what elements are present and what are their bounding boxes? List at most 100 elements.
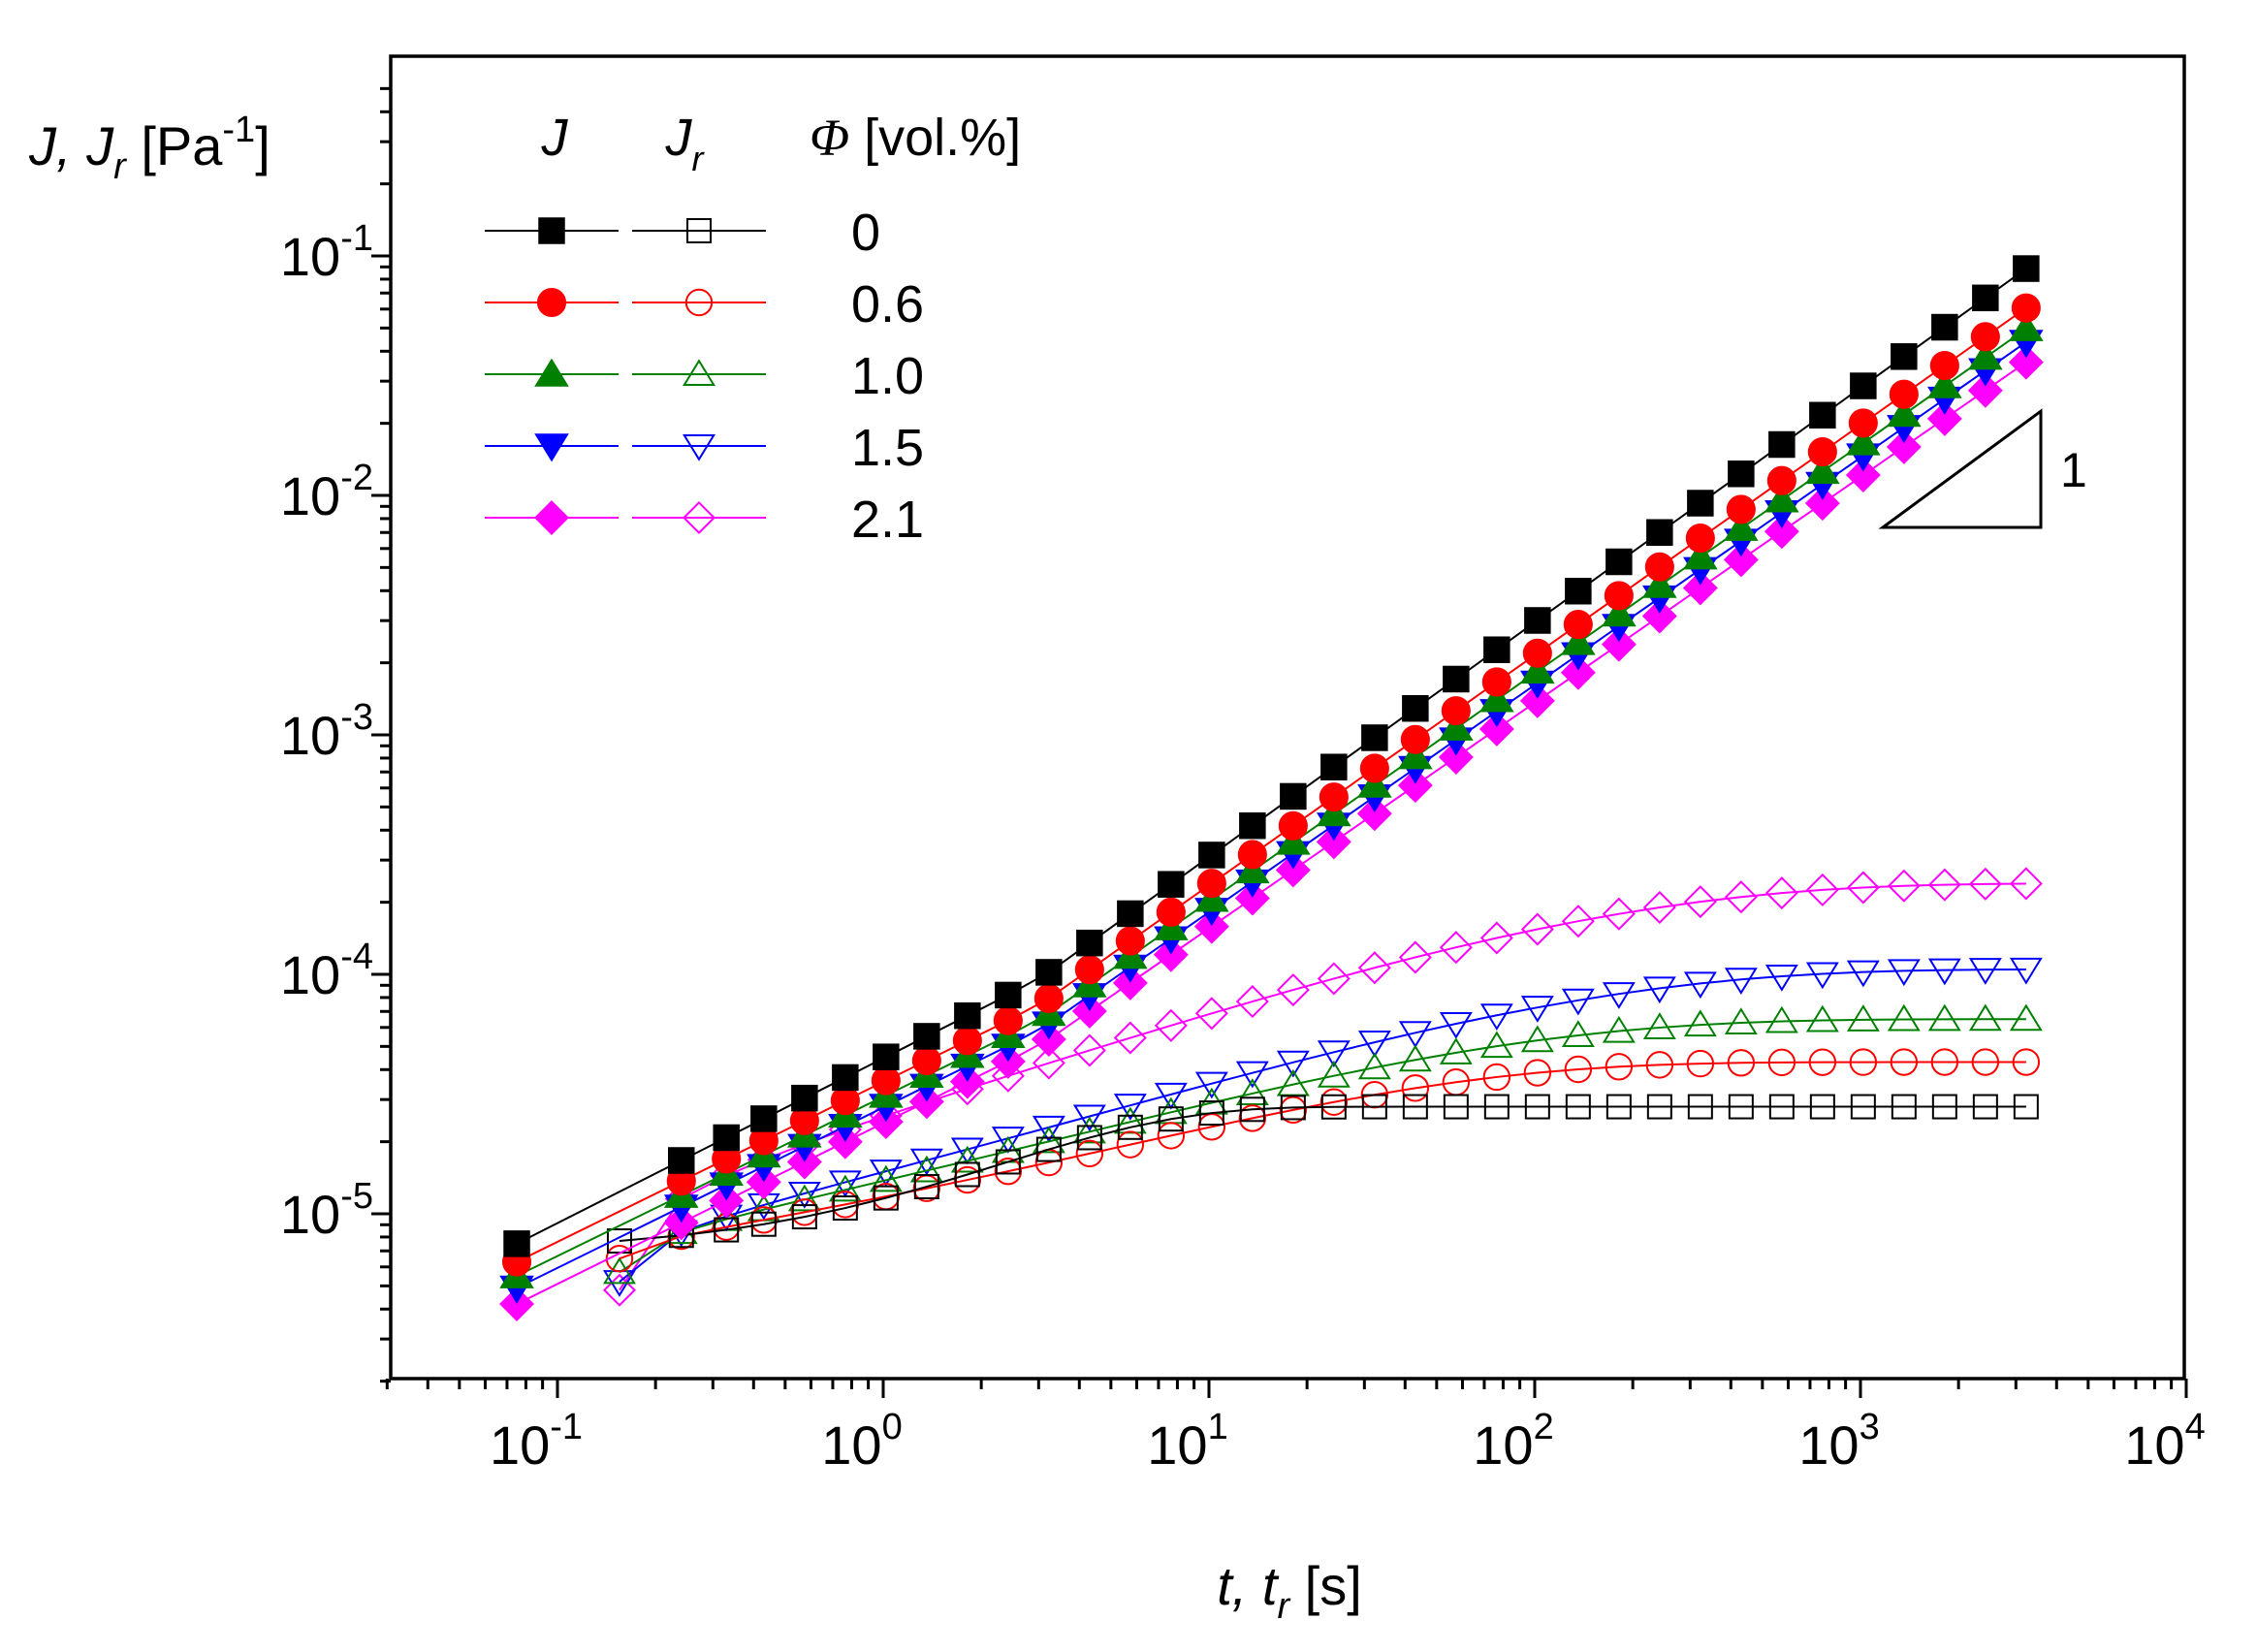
jr-data-point [1113, 1094, 1147, 1121]
jr-data-point [1887, 959, 1921, 987]
j-data-point [1320, 753, 1348, 780]
j-data-point [1198, 842, 1225, 869]
y-axis-label-unit: [Pa [126, 115, 223, 176]
jr-data-point [1402, 1094, 1428, 1120]
j-data-point [1804, 486, 1840, 522]
jr-data-point [1931, 1094, 1957, 1120]
jr-data-point [1767, 1048, 1796, 1077]
jr-data-point [1805, 1004, 1839, 1032]
x-tick-label-exp: 2 [1534, 1407, 1554, 1447]
series-jr-line [619, 968, 2026, 1283]
jr-data-point [1846, 960, 1880, 988]
j-data-point [1193, 908, 1229, 944]
jr-data-point [1764, 1005, 1798, 1033]
legend-row: 0.6 [485, 275, 924, 334]
jr-data-point [2009, 867, 2043, 901]
jr-data-point [1482, 1063, 1511, 1092]
j-data-point [1398, 741, 1433, 770]
j-data-point [1483, 636, 1510, 663]
j-data-point [503, 1230, 530, 1257]
j-data-point [1156, 897, 1186, 927]
jr-data-point [1032, 1126, 1065, 1154]
jr-data-point [1764, 876, 1798, 910]
jr-data-point [913, 1174, 939, 1200]
y-tick-label-base: 10 [280, 944, 340, 1005]
legend-jr-marker [684, 288, 714, 317]
jr-data-point [1805, 873, 1839, 906]
jr-data-point [1319, 1088, 1349, 1116]
slope-label: 1 [2060, 443, 2087, 497]
x-axis-label-main: t, t [1217, 1555, 1280, 1616]
j-data-point [1768, 430, 1796, 459]
j-data-point [1319, 782, 1349, 812]
j-data-point [1723, 542, 1759, 578]
jr-data-point [909, 1148, 943, 1176]
j-data-point [1850, 372, 1877, 399]
j-data-point [1560, 654, 1596, 690]
jr-data-point [828, 1170, 862, 1198]
j-data-point [499, 1287, 534, 1322]
jr-data-point [1398, 1021, 1432, 1049]
j-data-point [1972, 284, 1999, 312]
j-data-point [2008, 344, 2044, 380]
j-data-point [832, 1064, 859, 1092]
jr-data-point [2013, 1094, 2039, 1120]
jr-data-point [1520, 996, 1554, 1023]
j-data-point [1153, 937, 1189, 972]
jr-data-point [1280, 1095, 1306, 1121]
jr-data-point [1602, 982, 1636, 1009]
legend-label: 1.5 [851, 419, 924, 477]
j-data-point [1809, 401, 1836, 429]
jr-data-point [1971, 1048, 2000, 1076]
y-axis-label-close: ] [255, 115, 270, 176]
jr-data-point [1565, 1094, 1591, 1120]
legend-row: 2.1 [485, 491, 924, 549]
j-data-point [1117, 900, 1144, 928]
jr-data-point [1479, 1031, 1513, 1059]
slope-triangle-shape [1878, 408, 2043, 529]
jr-data-point [1724, 1007, 1758, 1035]
jr-data-point [1724, 968, 1758, 996]
jr-data-point [791, 1204, 817, 1230]
x-tick-label-exp: 4 [2185, 1407, 2206, 1447]
j-data-point [995, 981, 1022, 1009]
j-data-point [791, 1084, 818, 1112]
x-tick-label: 10-1 [490, 1407, 583, 1476]
j-data-point [1479, 683, 1514, 713]
jr-data-point [1523, 1059, 1552, 1087]
j-data-point [1074, 955, 1104, 985]
jr-data-point [1479, 1003, 1513, 1032]
jr-data-point [1439, 931, 1473, 965]
jr-data-point [1520, 1025, 1554, 1053]
y-tick-label: 10-5 [280, 1176, 373, 1245]
j-data-point [1076, 929, 1103, 957]
legend-jr-marker [683, 359, 715, 387]
jr-data-point [787, 1181, 821, 1209]
jr-data-point [1398, 940, 1432, 974]
series-jr-line [619, 1018, 2026, 1274]
jr-data-point [1157, 1122, 1186, 1150]
jr-data-point [1683, 1009, 1717, 1037]
j-data-point [1237, 840, 1267, 870]
x-tick-label-base: 10 [1147, 1414, 1207, 1476]
jr-data-point [1968, 1003, 2002, 1032]
j-data-point [830, 1086, 860, 1116]
j-data-point [1280, 782, 1307, 810]
x-tick-label-base: 10 [1798, 1414, 1859, 1476]
jr-data-point [1561, 988, 1595, 1016]
jr-data-point [1642, 890, 1676, 924]
axis-ticks [371, 86, 2188, 1398]
legend-header-phi-symbol: Φ [810, 109, 849, 167]
jr-data-point [1968, 867, 2002, 901]
jr-data-point [1887, 1003, 1921, 1032]
data-layer [499, 255, 2044, 1322]
legend-j-marker [538, 217, 565, 244]
jr-data-point [1317, 1060, 1351, 1088]
j-data-point [1194, 883, 1229, 912]
x-tick-label-base: 10 [821, 1414, 881, 1476]
j-data-point [1158, 871, 1185, 898]
legend-header-jr-main: J [665, 109, 693, 167]
y-tick-label-exp: -2 [340, 458, 373, 498]
jr-data-point [2009, 1003, 2043, 1032]
